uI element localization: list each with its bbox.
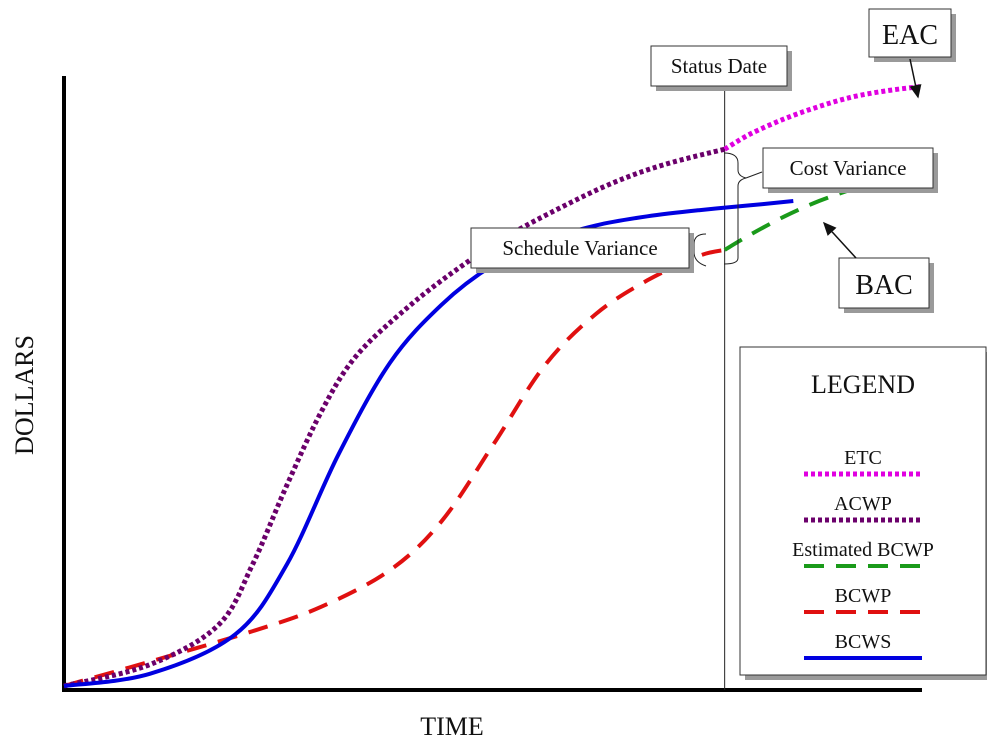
- legend-label-acwp: ACWP: [834, 493, 892, 515]
- legend-label-etc: ETC: [844, 447, 882, 469]
- legend-title: LEGEND: [811, 370, 915, 399]
- legend-label-bcwp: BCWP: [835, 585, 892, 607]
- schedule-variance-callout: Schedule Variance: [470, 227, 694, 273]
- legend-label-estimated-bcwp: Estimated BCWP: [792, 539, 934, 561]
- bac-callout: BAC: [822, 221, 934, 313]
- legend-label-bcws: BCWS: [835, 631, 892, 653]
- eac-label: EAC: [882, 20, 938, 51]
- eac-callout: EAC: [868, 8, 956, 99]
- series-line-bcws: [63, 199, 794, 688]
- schedule-variance-brace: [693, 233, 707, 267]
- x-axis-label: TIME: [420, 712, 484, 741]
- bac-label: BAC: [855, 270, 913, 301]
- cost-variance-brace-tick: [745, 171, 763, 179]
- bac-arrow: [822, 221, 857, 259]
- status-date-callout: Status Date: [650, 45, 792, 91]
- cost-variance-callout: Cost Variance: [762, 147, 938, 193]
- series-line-etc: [723, 83, 923, 152]
- series-line-acwp: [63, 146, 726, 689]
- schedule-variance-label: Schedule Variance: [502, 236, 657, 260]
- eac-arrow: [909, 58, 922, 99]
- legend-items: ETC ACWP Estimated BCWP BCWP BCWS: [792, 447, 934, 660]
- cost-variance-label: Cost Variance: [790, 156, 907, 180]
- y-axis-label: DOLLARS: [10, 335, 39, 455]
- series-line-bcwp: [63, 247, 726, 688]
- status-date-label: Status Date: [671, 54, 767, 78]
- legend: LEGEND ETC ACWP Estimated BCWP BCWP BCWS: [739, 346, 987, 680]
